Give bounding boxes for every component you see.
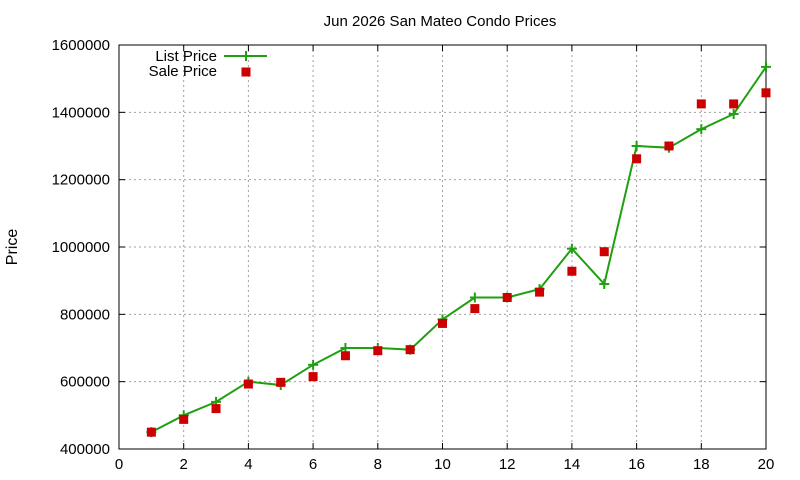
sale-price-point: [567, 266, 577, 276]
y-tick-label: 1400000: [52, 104, 110, 121]
sale-price-point: [535, 287, 545, 297]
sale-price-point: [664, 141, 674, 151]
sale-price-point: [179, 414, 189, 424]
x-tick-label: 16: [628, 456, 645, 473]
x-tick-label: 2: [180, 456, 188, 473]
y-axis-label: Price: [4, 229, 21, 266]
list-price-point: [631, 141, 642, 151]
sale-price-point: [211, 404, 221, 414]
x-tick-label: 10: [434, 456, 451, 473]
x-tick-label: 6: [309, 456, 317, 473]
grid-layer: [119, 45, 766, 449]
list-price-point: [599, 279, 610, 290]
x-tick-label: 18: [693, 456, 710, 473]
x-tick-label: 0: [115, 456, 123, 473]
y-tick-label: 1200000: [52, 172, 110, 189]
list-price-point: [469, 292, 480, 303]
sale-price-point: [243, 379, 253, 389]
sale-price-point: [729, 99, 739, 109]
sale-price-point: [438, 318, 447, 328]
ticks-layer: 0 2 4 6 8 10 12 14 16 18 20 400000 600000 800000 10000…: [52, 37, 775, 473]
legend-marker-list-price: [241, 51, 251, 61]
sale-price-point: [632, 154, 642, 164]
legend-marker-sale-price: [241, 67, 251, 77]
legend-label-list-price: List Price: [155, 48, 217, 65]
x-tick-label: 4: [244, 456, 252, 473]
legend-label-sale-price: Sale Price: [149, 63, 217, 80]
list-price-point: [308, 359, 319, 370]
y-tick-label: 1000000: [52, 239, 110, 256]
legend: List Price Sale Price: [149, 48, 267, 80]
x-tick-label: 12: [499, 456, 516, 473]
sale-price-point: [340, 351, 350, 361]
sale-price-point: [599, 247, 609, 257]
x-tick-label: 20: [758, 456, 775, 473]
list-price-point: [728, 109, 739, 120]
x-tick-label: 14: [564, 456, 581, 473]
x-tick-label: 8: [374, 456, 382, 473]
sale-price-point: [696, 99, 706, 109]
sale-price-point: [761, 88, 771, 98]
sale-price-point: [146, 427, 156, 437]
sale-price-point: [502, 293, 512, 302]
y-tick-label: 1600000: [52, 37, 110, 54]
sale-price-point: [276, 377, 286, 387]
sale-price-point: [405, 345, 415, 355]
sale-price-point: [470, 304, 480, 314]
y-tick-label: 800000: [60, 306, 110, 323]
sale-price-point: [308, 372, 318, 382]
sale-price-point: [373, 346, 383, 356]
chart-title: Jun 2026 San Mateo Condo Prices: [324, 13, 557, 30]
list-price-point: [696, 124, 707, 135]
list-price-point: [566, 243, 577, 254]
series-layer: [146, 61, 771, 438]
list-price-line: [150, 66, 767, 434]
y-tick-label: 600000: [60, 374, 110, 391]
y-tick-label: 400000: [60, 441, 110, 458]
list-price-point: [761, 61, 771, 72]
